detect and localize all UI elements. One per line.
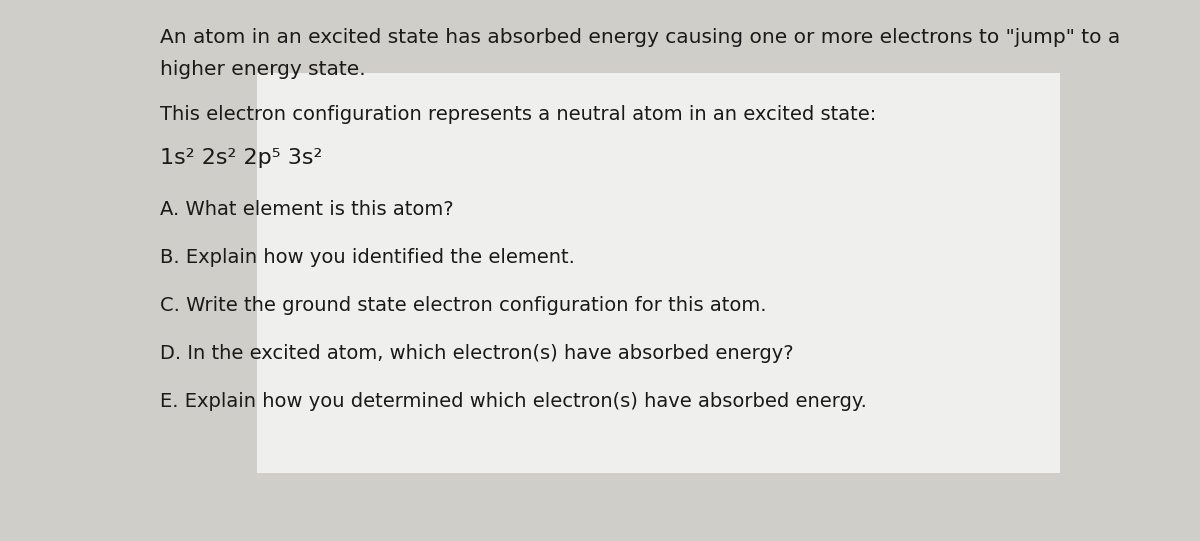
Text: higher energy state.: higher energy state. (160, 60, 366, 79)
Text: C. Write the ground state electron configuration for this atom.: C. Write the ground state electron confi… (160, 296, 767, 315)
Text: B. Explain how you identified the element.: B. Explain how you identified the elemen… (160, 248, 575, 267)
Text: 1s² 2s² 2p⁵ 3s²: 1s² 2s² 2p⁵ 3s² (160, 148, 323, 168)
Text: This electron configuration represents a neutral atom in an excited state:: This electron configuration represents a… (160, 105, 876, 124)
Text: E. Explain how you determined which electron(s) have absorbed energy.: E. Explain how you determined which elec… (160, 392, 866, 411)
Text: A. What element is this atom?: A. What element is this atom? (160, 200, 454, 219)
FancyBboxPatch shape (257, 73, 1060, 473)
Text: D. In the excited atom, which electron(s) have absorbed energy?: D. In the excited atom, which electron(s… (160, 344, 793, 363)
Text: An atom in an excited state has absorbed energy causing one or more electrons to: An atom in an excited state has absorbed… (160, 28, 1121, 47)
